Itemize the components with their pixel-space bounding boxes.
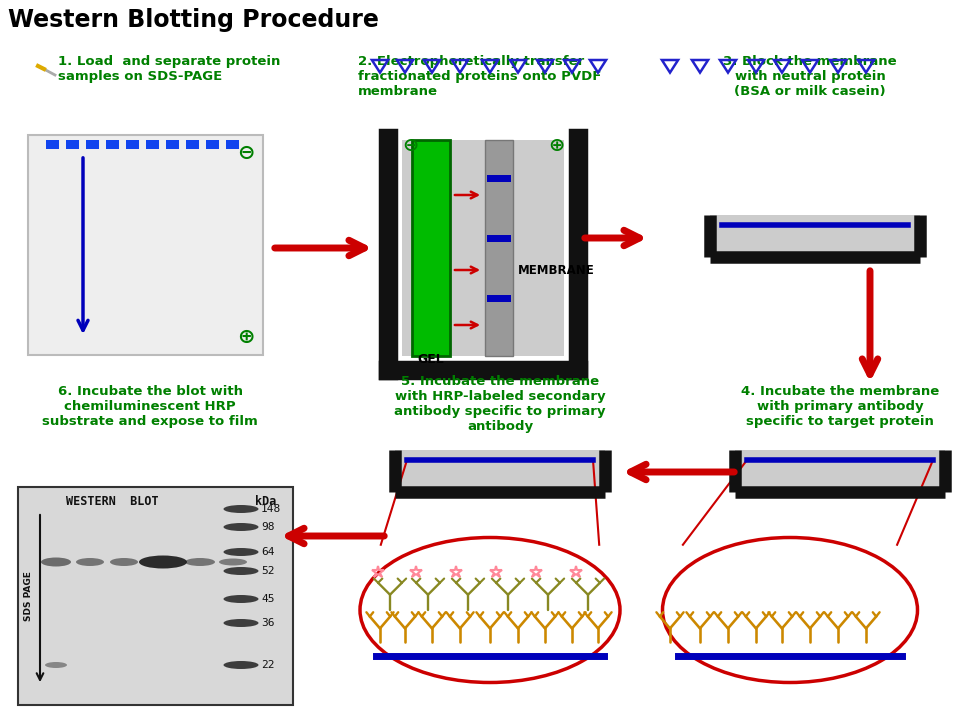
Bar [412, 140, 450, 356]
Bar [28, 135, 263, 355]
Ellipse shape [662, 538, 916, 682]
Text: GEL: GEL [417, 353, 443, 366]
Bar [205, 140, 219, 149]
Ellipse shape [110, 558, 138, 566]
Bar [46, 140, 59, 149]
Text: ⊖: ⊖ [238, 143, 254, 163]
Ellipse shape [219, 558, 246, 566]
Text: 6. Incubate the blot with
chemiluminescent HRP
substrate and expose to film: 6. Incubate the blot with chemiluminesce… [42, 385, 257, 428]
Text: 36: 36 [261, 618, 274, 628]
Bar [486, 175, 511, 182]
Ellipse shape [139, 556, 187, 569]
Text: ⊕: ⊕ [238, 327, 254, 347]
Bar [146, 140, 158, 149]
Ellipse shape [76, 558, 104, 566]
Ellipse shape [45, 662, 67, 668]
Bar [484, 140, 512, 356]
Bar [734, 450, 944, 492]
Bar [18, 487, 292, 705]
Bar [186, 140, 199, 149]
Text: 148: 148 [261, 504, 281, 514]
Ellipse shape [223, 505, 258, 513]
Bar [166, 140, 179, 149]
Text: 5. Incubate the membrane
with HRP-labeled secondary
antibody specific to primary: 5. Incubate the membrane with HRP-labele… [394, 375, 605, 433]
Bar [486, 295, 511, 302]
Text: 4. Incubate the membrane
with primary antibody
specific to target protein: 4. Incubate the membrane with primary an… [740, 385, 938, 428]
Ellipse shape [223, 567, 258, 575]
Bar [126, 140, 139, 149]
Text: 98: 98 [261, 522, 274, 532]
Text: 2. Electrophoretically transfer
fractionated proteins onto PVDF
membrane: 2. Electrophoretically transfer fraction… [358, 55, 600, 98]
Ellipse shape [223, 548, 258, 556]
Text: ⊖: ⊖ [401, 136, 418, 155]
Bar [226, 140, 239, 149]
Ellipse shape [223, 661, 258, 669]
Text: 52: 52 [261, 566, 274, 576]
Bar [394, 450, 604, 492]
Ellipse shape [223, 619, 258, 627]
Bar [106, 140, 119, 149]
Text: 45: 45 [261, 594, 274, 604]
Bar [486, 235, 511, 242]
Ellipse shape [223, 523, 258, 531]
Text: 64: 64 [261, 547, 274, 557]
Ellipse shape [360, 538, 619, 682]
Text: 1. Load  and separate protein
samples on SDS-PAGE: 1. Load and separate protein samples on … [58, 55, 280, 83]
Text: kDa: kDa [254, 495, 276, 508]
Text: SDS PAGE: SDS PAGE [23, 571, 32, 621]
Bar [86, 140, 99, 149]
Text: MEMBRANE: MEMBRANE [517, 263, 595, 276]
Bar [402, 140, 563, 356]
Text: WESTERN  BLOT: WESTERN BLOT [66, 495, 158, 508]
Ellipse shape [223, 595, 258, 603]
Text: Western Blotting Procedure: Western Blotting Procedure [8, 8, 378, 32]
Ellipse shape [41, 558, 71, 566]
Text: 3. Block the membrane
with neutral protein
(BSA or milk casein): 3. Block the membrane with neutral prote… [723, 55, 896, 98]
Polygon shape [55, 633, 100, 654]
Bar [66, 140, 79, 149]
Bar [709, 215, 919, 257]
Ellipse shape [185, 558, 215, 566]
Text: 22: 22 [261, 660, 274, 670]
Text: ⊕: ⊕ [548, 136, 563, 155]
